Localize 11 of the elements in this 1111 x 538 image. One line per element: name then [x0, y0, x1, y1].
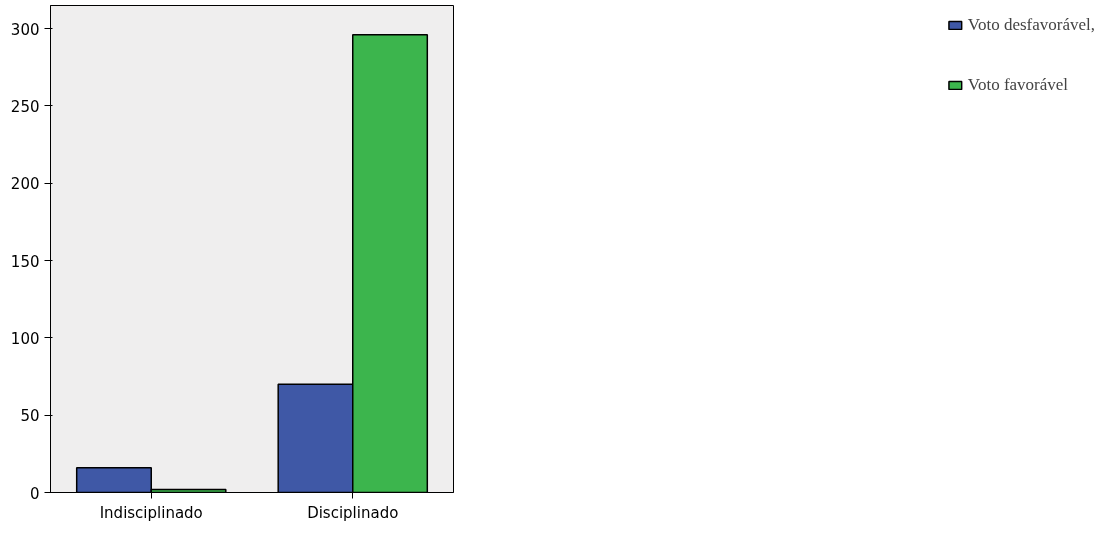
legend-label: Voto desfavorável,	[967, 15, 1095, 35]
legend-label: Voto favorável	[967, 75, 1069, 95]
y-tick-label: 50	[20, 407, 40, 426]
x-tick-label: Indisciplinado	[99, 503, 203, 522]
y-tick-label: 100	[10, 329, 40, 348]
y-tick-label: 300	[10, 20, 40, 39]
y-tick-label: 150	[10, 252, 40, 271]
y-tick-label: 0	[29, 484, 40, 503]
x-tick-label: Disciplinado	[307, 503, 399, 522]
y-tick-label: 250	[10, 97, 40, 116]
y-tick-label: 200	[10, 175, 40, 194]
